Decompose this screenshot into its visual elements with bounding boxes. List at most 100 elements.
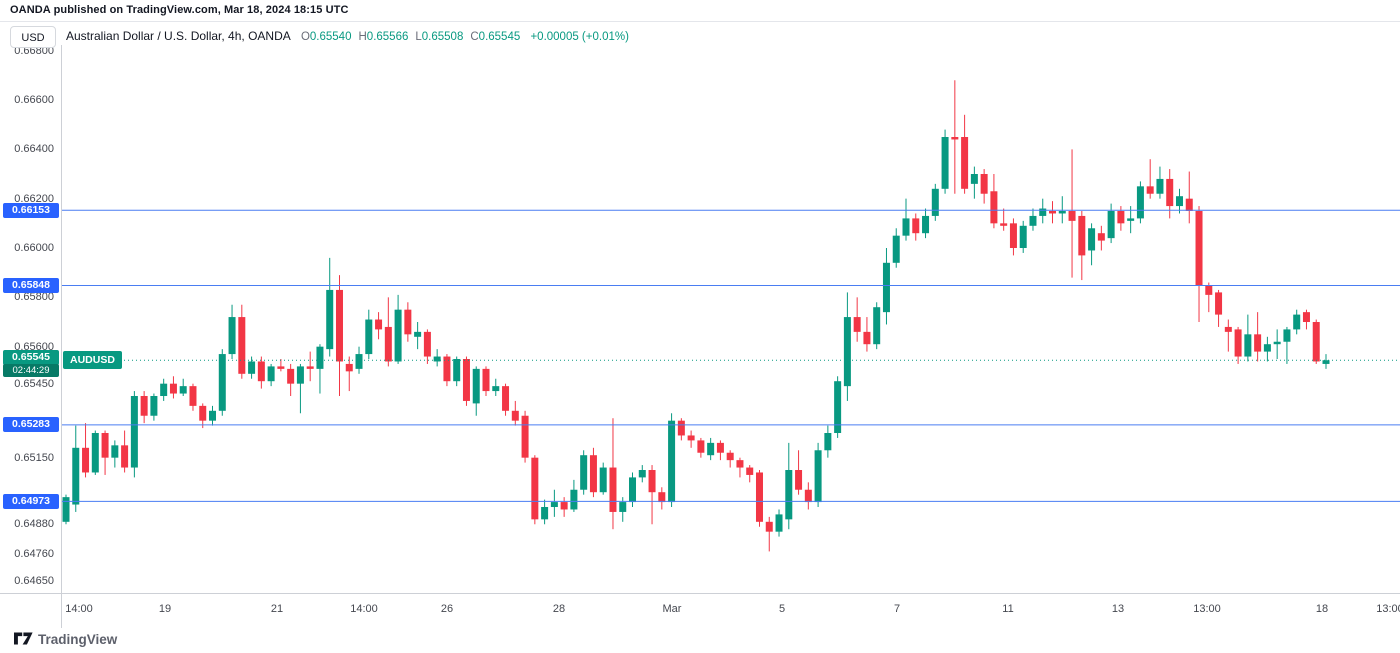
time-tick-label: 13:00 [1376, 603, 1400, 615]
time-tick-label: 28 [552, 603, 566, 615]
candle-body [560, 502, 568, 510]
candle-body [394, 309, 402, 362]
time-tick-label: 7 [893, 603, 901, 615]
time-tick-label: 19 [158, 603, 172, 615]
candle-body [355, 354, 363, 369]
time-tick-label: 5 [778, 603, 786, 615]
candle-body [179, 386, 187, 394]
candle-body [853, 317, 861, 332]
candle-body [775, 514, 783, 532]
ohlc-value: 0.65508 [421, 31, 464, 43]
candle-body [589, 455, 597, 493]
candle-body [1019, 225, 1027, 249]
price-tick-label: 0.66200 [14, 192, 54, 205]
candle-body [169, 383, 177, 394]
candle-body [824, 433, 832, 451]
price-tick-label: 0.64650 [14, 575, 54, 587]
line-price-badge: 0.65283 [3, 417, 59, 433]
candle-body [462, 359, 470, 401]
ohlc-label: O [300, 31, 310, 43]
candle-body [1224, 326, 1232, 332]
candle-body [335, 289, 343, 362]
candle-body [970, 174, 978, 184]
candle-body [472, 368, 480, 404]
time-tick-label: 13:00 [1193, 603, 1221, 615]
attribution-text: OANDA published on TradingView.com, Mar … [10, 4, 349, 16]
candle-body [1205, 285, 1213, 295]
attribution-bar: OANDA published on TradingView.com, Mar … [0, 0, 1400, 22]
candle-body [658, 492, 666, 503]
change-value: +0.00005 (+0.01%) [530, 31, 629, 43]
candle-body [785, 470, 793, 520]
candle-body [677, 420, 685, 436]
candle-body [257, 361, 265, 382]
candle-body [570, 489, 578, 510]
price-tick-label: 0.65800 [14, 291, 54, 304]
price-tick-label: 0.65450 [14, 377, 54, 390]
candle-body [267, 366, 275, 382]
candle-body [365, 319, 373, 355]
currency-toggle-button[interactable]: USD [10, 26, 56, 48]
candle-body [814, 450, 822, 503]
candle-body [414, 331, 422, 337]
candle-body [296, 366, 304, 384]
time-tick-label: Mar [662, 603, 682, 615]
candle-body [1107, 211, 1115, 239]
candle-body [287, 368, 295, 384]
candle-body [1283, 329, 1291, 342]
time-tick-label: 14:00 [350, 603, 378, 615]
price-tick-label: 0.65150 [14, 451, 54, 464]
candle-body [1058, 211, 1066, 214]
candle-body [599, 467, 607, 493]
candle-body [140, 396, 148, 416]
candle-body [873, 307, 881, 345]
candle-body [882, 262, 890, 313]
ohlc-label: C [470, 31, 479, 43]
header-strip [0, 22, 1400, 45]
candle-body [1302, 312, 1310, 323]
candle-body [1097, 233, 1105, 241]
candle-body [1175, 196, 1183, 207]
candle-body [492, 386, 500, 392]
price-tick-label: 0.66600 [14, 94, 54, 106]
candle-body [541, 507, 549, 520]
candle-body [638, 470, 646, 478]
last-price-badge: 0.65545 [3, 349, 59, 365]
candle-body [209, 410, 217, 421]
time-axis[interactable]: 14:00 19 21 14:00 26 28 Mar 5 7 11 13 13:00 18 13:00 [0, 593, 1400, 628]
tradingview-logo-link[interactable]: TradingView [14, 631, 117, 648]
candle-body [91, 433, 99, 473]
candle-body [82, 447, 90, 473]
candle-body [736, 460, 744, 468]
candle-body [326, 289, 334, 350]
ohlc-value: 0.65545 [478, 31, 521, 43]
candle-body [404, 309, 412, 335]
candle-body [697, 440, 705, 453]
candle-body [1234, 329, 1242, 357]
candle-body [941, 137, 949, 189]
candle-body [1000, 223, 1008, 226]
candle-body [453, 359, 461, 382]
candle-body [1078, 215, 1086, 256]
line-price-badge: 0.66153 [3, 202, 59, 218]
candle-body [218, 354, 226, 411]
candle-body [1185, 198, 1193, 212]
axis-corner [0, 594, 62, 628]
candle-body [902, 218, 910, 236]
ohlc-label: H [358, 31, 367, 43]
symbol-legend[interactable]: Australian Dollar / U.S. Dollar, 4h, OAN… [66, 29, 629, 43]
candle-body [375, 319, 383, 330]
candle-body [384, 326, 392, 362]
symbol-price-label: AUDUSD [63, 351, 122, 370]
tradingview-logo-text: TradingView [38, 632, 118, 647]
candle-body [1244, 334, 1252, 357]
candle-body [1049, 211, 1057, 214]
candle-body [1039, 208, 1047, 216]
candle-body [716, 442, 724, 453]
candle-body [834, 381, 842, 434]
candle-body [502, 386, 510, 411]
time-tick-label: 18 [1315, 603, 1329, 615]
candle-body [62, 497, 70, 522]
candle-body [1263, 344, 1271, 352]
